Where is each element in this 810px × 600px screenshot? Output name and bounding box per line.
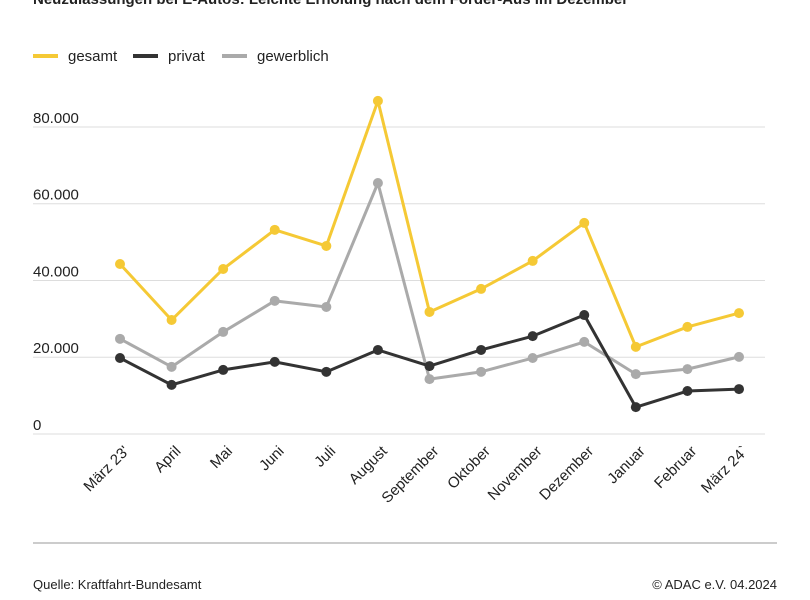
x-tick-label: Juli — [311, 443, 339, 471]
data-point — [321, 301, 332, 312]
data-point — [682, 386, 693, 397]
data-point — [321, 240, 332, 251]
x-tick-label: Februar — [651, 443, 700, 492]
x-tick-label: März 24` — [698, 443, 752, 497]
data-point — [372, 178, 383, 189]
data-point — [476, 344, 487, 355]
data-point — [734, 351, 744, 362]
data-point — [424, 374, 435, 385]
data-point — [579, 310, 590, 321]
y-tick-label: 20.000 — [33, 340, 79, 357]
data-point — [527, 255, 538, 266]
data-point — [218, 326, 229, 337]
x-tick-label: Juni — [256, 443, 287, 474]
data-point — [734, 384, 744, 395]
legend-label: privat — [168, 48, 206, 65]
legend-label: gesamt — [68, 48, 118, 65]
x-tick-label: Oktober — [444, 443, 494, 493]
x-tick-label: November — [485, 443, 546, 504]
data-point — [630, 369, 641, 380]
data-point — [321, 366, 332, 377]
data-point — [579, 336, 590, 347]
data-point — [424, 361, 435, 372]
data-point — [218, 364, 229, 375]
data-point — [682, 364, 693, 375]
data-point — [372, 344, 383, 355]
data-point — [115, 333, 125, 344]
data-point — [476, 283, 487, 294]
y-tick-label: 80.000 — [33, 110, 79, 127]
data-point — [476, 366, 487, 377]
x-tick-label: März 23' — [80, 443, 132, 495]
data-point — [115, 258, 125, 269]
y-tick-label: 60.000 — [33, 187, 79, 204]
data-point — [527, 331, 538, 342]
x-tick-label: Dezember — [536, 443, 597, 504]
chart-title: Neuzulassungen bei E-Autos: Leichte Erho… — [33, 0, 628, 8]
data-point — [269, 224, 280, 235]
x-tick-label: August — [346, 442, 392, 488]
data-point — [630, 402, 641, 413]
data-point — [166, 379, 177, 390]
data-point — [269, 295, 280, 306]
legend-label: gewerblich — [257, 48, 329, 65]
x-tick-label: Januar — [604, 443, 648, 487]
copyright: © ADAC e.V. 04.2024 — [652, 577, 777, 592]
x-tick-label: Mai — [207, 443, 236, 472]
data-point — [630, 341, 641, 352]
data-point — [166, 361, 177, 372]
data-point — [166, 315, 177, 326]
data-point — [218, 263, 229, 274]
data-point — [579, 217, 590, 228]
data-point — [682, 321, 693, 332]
source: Quelle: Kraftfahrt-Bundesamt — [33, 577, 202, 592]
data-point — [424, 306, 435, 317]
data-point — [115, 353, 125, 364]
y-tick-label: 0 — [33, 417, 41, 434]
data-point — [269, 356, 280, 367]
data-point — [734, 308, 744, 319]
data-point — [372, 95, 383, 106]
data-point — [527, 353, 538, 364]
y-tick-label: 40.000 — [33, 263, 79, 280]
x-tick-label: April — [151, 443, 184, 476]
